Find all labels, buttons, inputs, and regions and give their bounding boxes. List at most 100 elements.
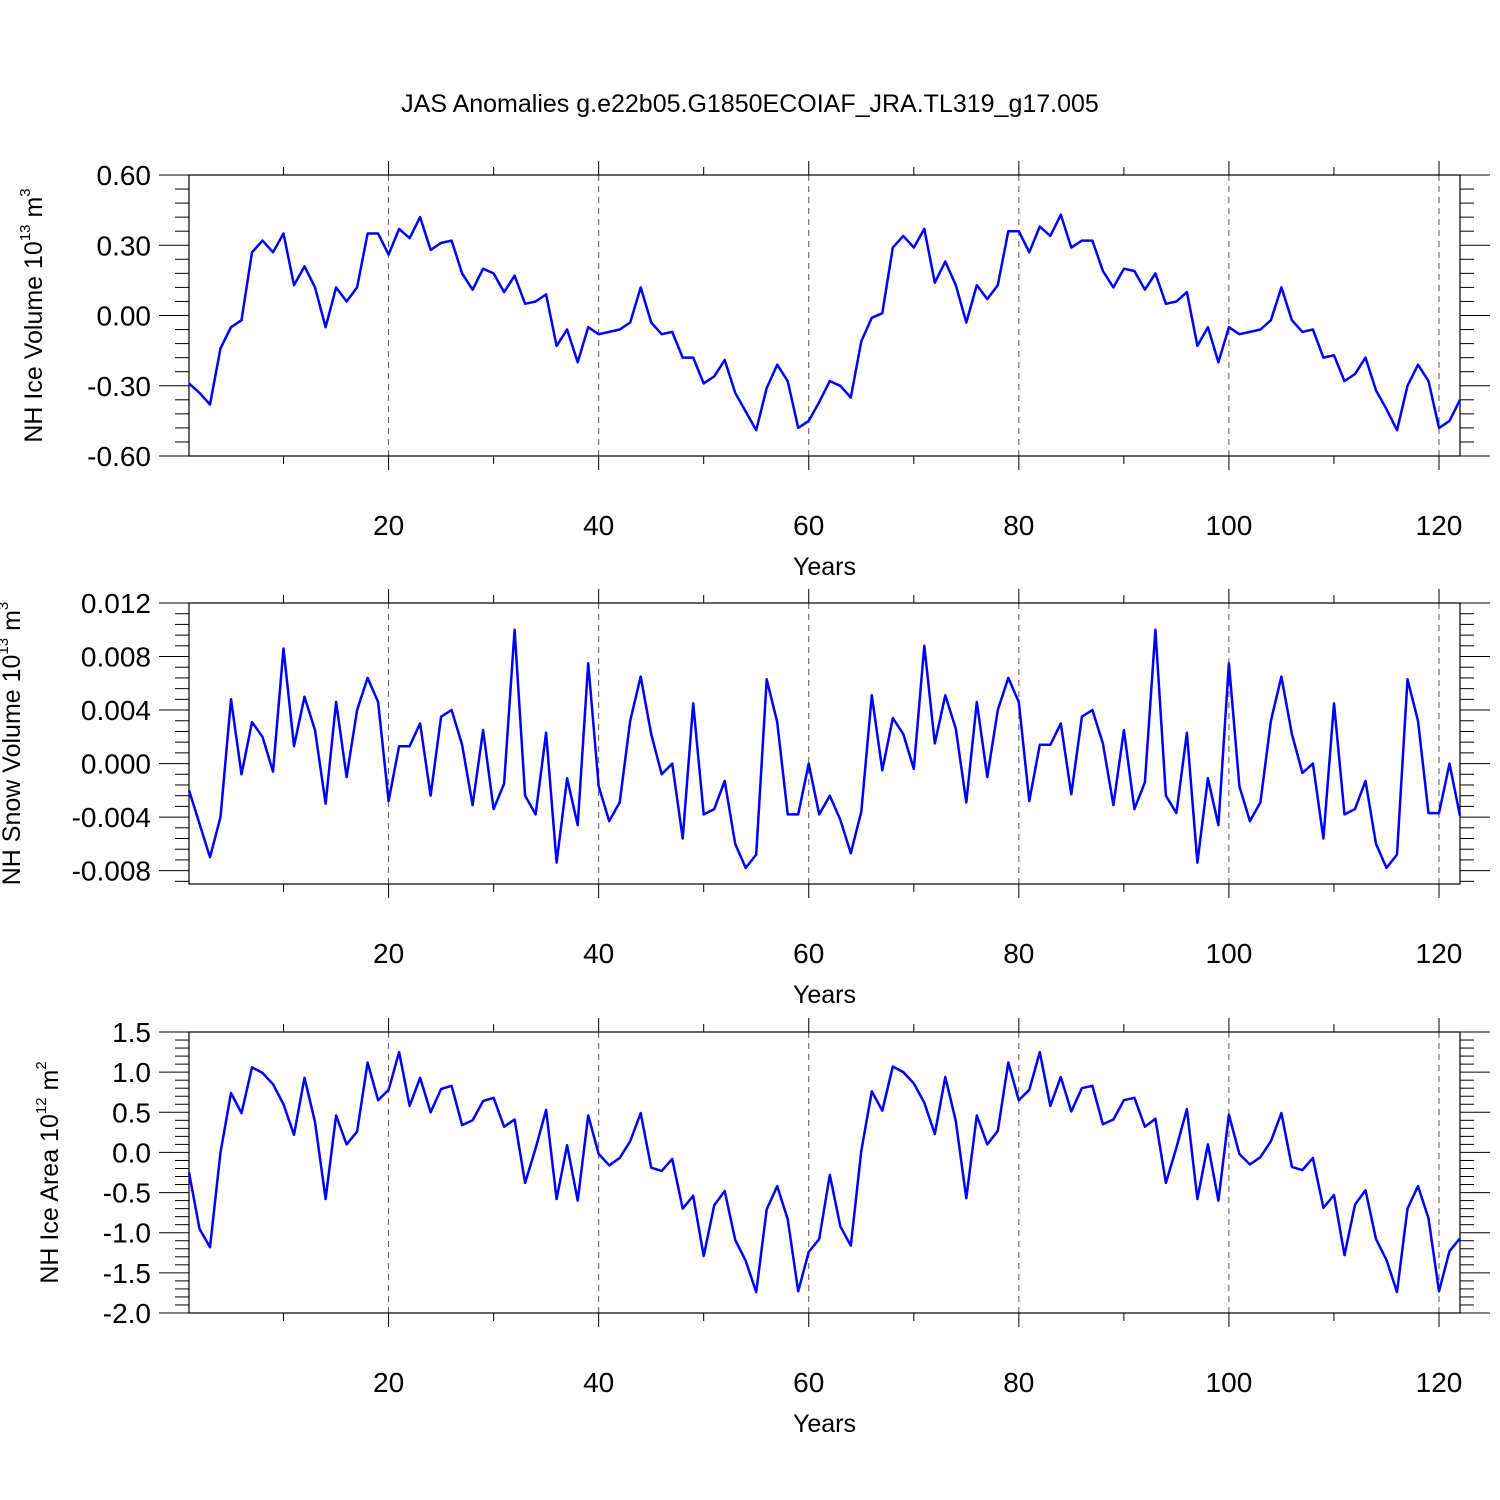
- data-point: [1396, 854, 1398, 856]
- data-point: [377, 233, 379, 234]
- data-point: [808, 1251, 810, 1253]
- data-point: [545, 732, 547, 734]
- data-point: [839, 1225, 841, 1227]
- data-point: [923, 645, 925, 647]
- data-point: [1449, 763, 1450, 765]
- x-tick-label: 120: [1416, 938, 1463, 969]
- data-point: [1354, 373, 1356, 375]
- data-point: [1217, 1200, 1219, 1202]
- data-point: [1217, 361, 1219, 363]
- data-point: [199, 1228, 200, 1230]
- data-point: [1322, 1207, 1324, 1209]
- data-point: [241, 1112, 242, 1114]
- data-point: [1133, 1097, 1135, 1099]
- x-tick-label: 80: [1003, 510, 1034, 541]
- data-point: [1018, 701, 1020, 703]
- data-point: [1123, 268, 1125, 270]
- series-line: [187, 1050, 1461, 1294]
- data-point: [934, 1133, 936, 1135]
- data-point: [629, 322, 631, 323]
- data-point: [472, 804, 474, 806]
- data-point: [1018, 1099, 1020, 1101]
- data-point: [608, 331, 610, 333]
- data-point: [1280, 286, 1282, 288]
- y-axis-label-unit: m: [36, 1070, 64, 1098]
- x-tick-label: 120: [1416, 1367, 1463, 1398]
- data-point: [503, 783, 505, 785]
- y-tick-label: 0.012: [81, 588, 151, 619]
- data-point: [1249, 1164, 1251, 1165]
- data-point: [188, 382, 190, 384]
- data-point: [755, 854, 757, 856]
- y-tick-label: -0.5: [103, 1178, 151, 1209]
- y-axis-label-unit-exp: 3: [0, 602, 12, 610]
- data-point: [871, 317, 873, 319]
- data-point: [1186, 291, 1188, 293]
- data-point: [209, 404, 211, 405]
- data-point: [1165, 795, 1167, 797]
- data-point: [1028, 1089, 1030, 1091]
- data-point: [493, 1097, 495, 1099]
- data-point: [619, 329, 621, 330]
- x-tick-label: 60: [793, 510, 824, 541]
- data-point: [766, 1208, 768, 1210]
- data-point: [787, 1218, 789, 1220]
- data-point: [850, 397, 852, 398]
- data-point: [703, 382, 705, 384]
- data-point: [325, 1198, 327, 1200]
- data-point: [1312, 1157, 1314, 1159]
- data-point: [461, 1124, 463, 1126]
- data-point: [514, 629, 516, 631]
- data-point: [440, 716, 442, 718]
- data-point: [713, 375, 715, 377]
- data-point: [1438, 427, 1440, 429]
- data-point: [661, 333, 663, 335]
- data-point: [997, 1130, 999, 1132]
- y-axis-label-text: NH Snow Volume 10: [0, 655, 26, 886]
- data-point: [734, 843, 736, 845]
- data-point: [1165, 1182, 1167, 1184]
- data-point: [1102, 1123, 1104, 1125]
- data-point: [388, 254, 390, 256]
- y-tick-label: 0.00: [97, 301, 152, 332]
- data-point: [524, 1182, 526, 1184]
- data-point: [1407, 1208, 1408, 1210]
- x-axis-label: Years: [793, 1410, 856, 1438]
- data-point: [304, 1077, 305, 1079]
- data-point: [913, 247, 915, 249]
- data-point: [398, 745, 400, 747]
- y-axis-label-unit-exp: 3: [17, 188, 34, 196]
- data-point: [1039, 1051, 1041, 1053]
- data-point: [461, 272, 463, 274]
- data-point: [955, 284, 957, 286]
- data-point: [766, 387, 768, 389]
- data-point: [1049, 744, 1051, 746]
- data-point: [619, 801, 621, 803]
- data-point: [1102, 743, 1104, 744]
- data-point: [220, 347, 221, 349]
- y-tick-label: -2.0: [103, 1298, 151, 1329]
- data-point: [293, 1134, 295, 1136]
- data-point: [829, 1174, 831, 1176]
- data-point: [409, 237, 411, 239]
- data-point: [965, 801, 967, 803]
- data-point: [1375, 389, 1377, 391]
- data-point: [1428, 1217, 1429, 1219]
- data-point: [304, 265, 305, 267]
- data-point: [1228, 1114, 1230, 1116]
- data-point: [566, 777, 568, 779]
- data-point: [692, 702, 694, 704]
- x-tick-label: 60: [793, 1367, 824, 1398]
- data-point: [703, 1255, 705, 1257]
- data-point: [839, 385, 841, 387]
- data-point: [839, 819, 841, 821]
- data-point: [1112, 804, 1114, 806]
- data-point: [1060, 722, 1062, 724]
- data-point: [556, 345, 558, 347]
- y-tick-label: 1.0: [112, 1057, 151, 1088]
- data-point: [1280, 676, 1282, 678]
- data-point: [262, 240, 263, 242]
- data-point: [902, 1071, 904, 1073]
- data-point: [1228, 326, 1230, 328]
- y-tick-label: 0.004: [81, 695, 151, 726]
